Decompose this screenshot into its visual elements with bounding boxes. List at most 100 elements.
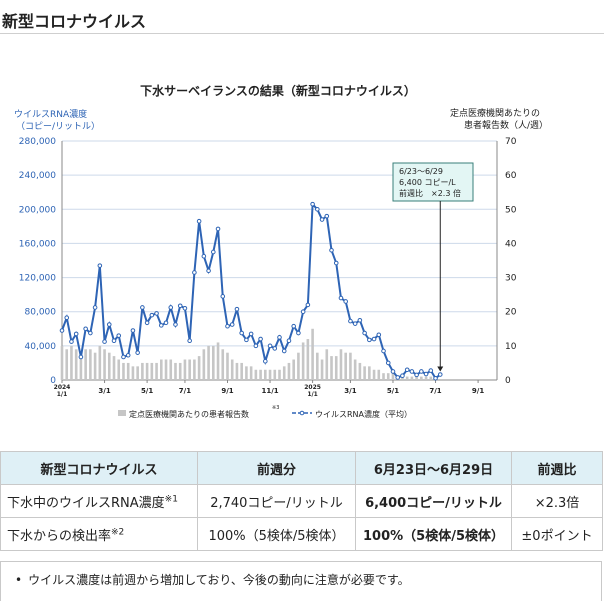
rna-concentration-point [352, 321, 358, 326]
page-title: 新型コロナウイルス [0, 0, 604, 34]
rna-concentration-point [324, 213, 330, 219]
row-label: 下水中のウイルスRNA濃度※1 [0, 484, 198, 518]
patient-report-bar [89, 349, 92, 380]
patient-report-bar [259, 369, 262, 380]
rna-concentration-point [154, 311, 159, 316]
annotation-text: 前週比 ×2.3 倍 [399, 188, 461, 198]
patient-report-bar [245, 366, 248, 380]
patient-report-bar [254, 369, 258, 380]
rna-concentration-point [371, 336, 377, 342]
rna-concentration-point [69, 339, 74, 344]
patient-report-bar [164, 359, 168, 380]
patient-report-bar [136, 366, 139, 380]
rna-concentration-point [106, 322, 112, 327]
rna-concentration-point [291, 323, 296, 329]
rna-concentration-point [362, 330, 367, 336]
rna-concentration-point [182, 306, 188, 311]
rna-concentration-point [244, 337, 249, 343]
rna-concentration-point [267, 343, 273, 349]
patient-report-bar [240, 362, 243, 380]
patient-report-bar [74, 349, 78, 380]
row-label-text: 下水からの検出率 [7, 528, 112, 544]
rna-concentration-point [258, 336, 263, 342]
patient-report-bar [320, 359, 324, 380]
patient-report-bar [235, 362, 239, 380]
rna-concentration-point [414, 372, 419, 378]
rna-concentration-point [286, 338, 292, 344]
rna-concentration-point [248, 331, 254, 337]
patient-report-bar [183, 359, 187, 380]
current-week-value: 6,400コピー/リットル [355, 484, 512, 518]
patient-report-bar [145, 362, 149, 380]
rna-concentration-point [173, 322, 178, 327]
x-tick-label: 3/1 [344, 387, 356, 395]
patient-report-bar [292, 359, 295, 380]
rna-concentration-point [229, 322, 235, 327]
table-header-cell: 新型コロナウイルス [0, 451, 198, 485]
table-row: 下水中のウイルスRNA濃度※1 2,740コピー/リットル 6,400コピー/リ… [0, 484, 603, 518]
x-tick-label: 2025 [304, 384, 321, 391]
rna-concentration-point [385, 360, 391, 366]
patient-report-bar [268, 369, 272, 380]
table-header-cell: 前週比 [511, 451, 603, 485]
chart-title: 下水サーベイランスの結果（新型コロナウイルス） [140, 83, 416, 98]
patient-report-bar [126, 362, 130, 380]
right-axis-label: 患者報告数（人/週） [464, 119, 548, 131]
results-table: 新型コロナウイルス 前週分 6月23日～6月29日 前週比 下水中のウイルスRN… [0, 451, 603, 551]
patient-report-bar [79, 352, 83, 380]
patient-report-bar [122, 362, 125, 380]
rna-concentration-point [319, 217, 325, 222]
rna-concentration-point [125, 352, 131, 358]
note-box: • ウイルス濃度は前週から増加しており、今後の動向に注意が必要です。 [0, 561, 602, 601]
week-ratio-value: ±0ポイント [511, 517, 603, 551]
rna-concentration-point [78, 354, 84, 360]
right-tick-label: 70 [505, 137, 517, 147]
patient-report-bar [382, 373, 385, 380]
patient-report-bar [174, 362, 177, 380]
patient-report-bar [282, 366, 286, 380]
patient-report-bar [377, 369, 381, 380]
patient-report-bar [368, 366, 371, 380]
rna-concentration-point [121, 354, 126, 360]
x-tick-label: 9/1 [472, 387, 484, 395]
patient-report-bar [70, 345, 73, 380]
patient-report-bar [230, 359, 234, 380]
patient-report-bar [405, 376, 409, 380]
patient-report-bar [202, 349, 206, 380]
note-text: ウイルス濃度は前週から増加しており、今後の動向に注意が必要です。 [28, 573, 410, 587]
patient-report-bar [197, 356, 201, 380]
legend-bar-swatch [118, 410, 126, 416]
patient-report-bar [297, 352, 300, 380]
patient-report-bar [169, 359, 173, 380]
patient-report-bar [131, 366, 135, 380]
rna-concentration-point [206, 268, 211, 274]
patient-report-bar [325, 349, 329, 380]
patient-report-bar [207, 345, 210, 380]
patient-report-bar [93, 352, 97, 380]
patient-report-bar [117, 359, 121, 380]
patient-report-bar [424, 376, 428, 380]
rna-concentration-point [395, 375, 401, 380]
rna-concentration-point [433, 375, 438, 381]
left-tick-label: 280,000 [19, 137, 56, 147]
patient-report-bar [150, 362, 154, 380]
right-tick-label: 50 [505, 205, 517, 215]
left-tick-label: 240,000 [19, 171, 56, 181]
footnote-mark: ※1 [164, 494, 178, 505]
rna-concentration-point [144, 320, 150, 326]
rna-concentration-point [404, 367, 410, 373]
patient-report-bar [107, 352, 111, 380]
rna-concentration-point [296, 330, 301, 336]
rna-concentration-point [225, 323, 230, 329]
patient-report-bar [273, 369, 277, 380]
rna-concentration-point [310, 201, 315, 207]
rna-concentration-point [83, 326, 88, 332]
patient-report-bar [316, 352, 319, 380]
patient-report-bar [330, 356, 333, 380]
x-tick-label: 11/1 [261, 387, 278, 395]
annotation-arrowhead [437, 366, 444, 372]
rna-concentration-point [59, 328, 65, 333]
patient-report-bar [103, 349, 106, 380]
rna-concentration-point [367, 337, 372, 343]
rna-concentration-point [348, 318, 353, 324]
